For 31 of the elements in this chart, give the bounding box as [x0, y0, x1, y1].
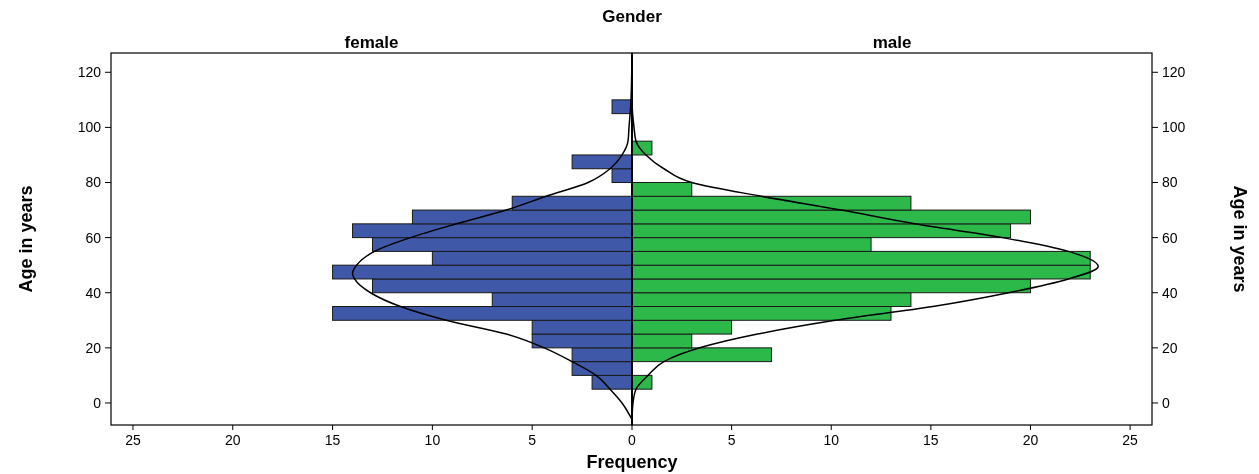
x-tick-label: 15	[324, 432, 341, 448]
y-tick-label: 20	[1162, 339, 1178, 356]
y-tick-label: 0	[1162, 394, 1170, 411]
x-tick-label: 5	[528, 432, 537, 448]
x-tick-label: 20	[1022, 432, 1039, 448]
chart-subtitle: female	[344, 33, 399, 52]
chart-subtitle: male	[872, 33, 912, 52]
y-tick-label: 40	[85, 284, 102, 301]
y-tick-label: 20	[85, 339, 102, 356]
x-axis-title: Frequency	[586, 452, 678, 472]
x-tick-label: 25	[125, 432, 141, 448]
y-tick-label: 60	[1162, 229, 1178, 246]
y-tick-label: 100	[1162, 119, 1186, 136]
y-tick-label: 80	[85, 174, 102, 191]
y-tick-label: 40	[1162, 284, 1178, 301]
x-tick-label: 25	[1122, 432, 1139, 448]
x-tick-label: 15	[923, 432, 939, 448]
y-tick-label: 120	[1162, 64, 1186, 81]
x-tick-label: 20	[224, 432, 241, 448]
y-axis-title: Age in years	[1230, 185, 1250, 293]
y-tick-label: 0	[93, 394, 102, 411]
chart-title: Gender	[602, 7, 663, 26]
y-tick-label: 60	[85, 229, 102, 246]
x-tick-label: 10	[424, 432, 441, 448]
y-tick-label: 80	[1162, 174, 1178, 191]
x-tick-label: 0	[628, 432, 637, 448]
x-tick-label: 5	[727, 432, 736, 448]
y-axis-title: Age in years	[16, 185, 36, 293]
y-tick-label: 100	[77, 119, 102, 136]
y-tick-label: 120	[77, 64, 102, 81]
x-tick-label: 10	[823, 432, 840, 448]
